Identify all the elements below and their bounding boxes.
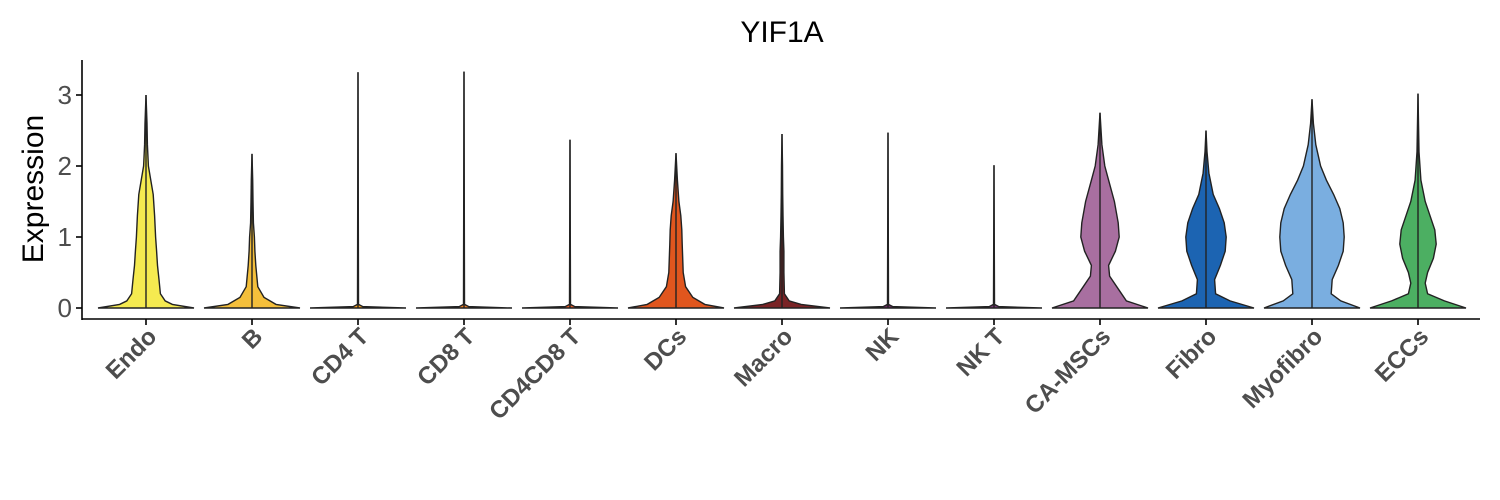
- x-tick-label: Macro: [729, 323, 798, 392]
- y-ticks: 0 1 2 3: [58, 80, 82, 323]
- x-tick-label: Endo: [101, 323, 163, 385]
- x-tick-label: NK: [861, 323, 905, 367]
- x-ticks: Endo B CD4 T CD8 T CD4CD8 T DCs Macro NK NK T CA-…: [101, 319, 1434, 425]
- y-tick-label: 0: [58, 293, 72, 323]
- y-axis-label: Expression: [17, 115, 50, 263]
- x-tick-label: CD4CD8 T: [484, 323, 586, 425]
- y-tick-label: 3: [58, 80, 72, 110]
- y-tick-label: 1: [58, 222, 72, 252]
- x-tick-label: ECCs: [1370, 323, 1434, 387]
- chart-title: YIF1A: [740, 16, 823, 49]
- y-tick-label: 2: [58, 151, 72, 181]
- x-tick-label: Fibro: [1161, 323, 1223, 385]
- x-tick-label: DCs: [639, 323, 692, 376]
- x-tick-label: Myofibro: [1238, 323, 1329, 414]
- x-tick-label: CA-MSCs: [1020, 323, 1116, 419]
- x-tick-label: CD8 T: [412, 323, 480, 391]
- x-tick-label: NK T: [952, 323, 1011, 382]
- x-tick-label: B: [237, 323, 268, 354]
- violin-group: [97, 71, 1467, 309]
- x-tick-label: CD4 T: [306, 323, 374, 391]
